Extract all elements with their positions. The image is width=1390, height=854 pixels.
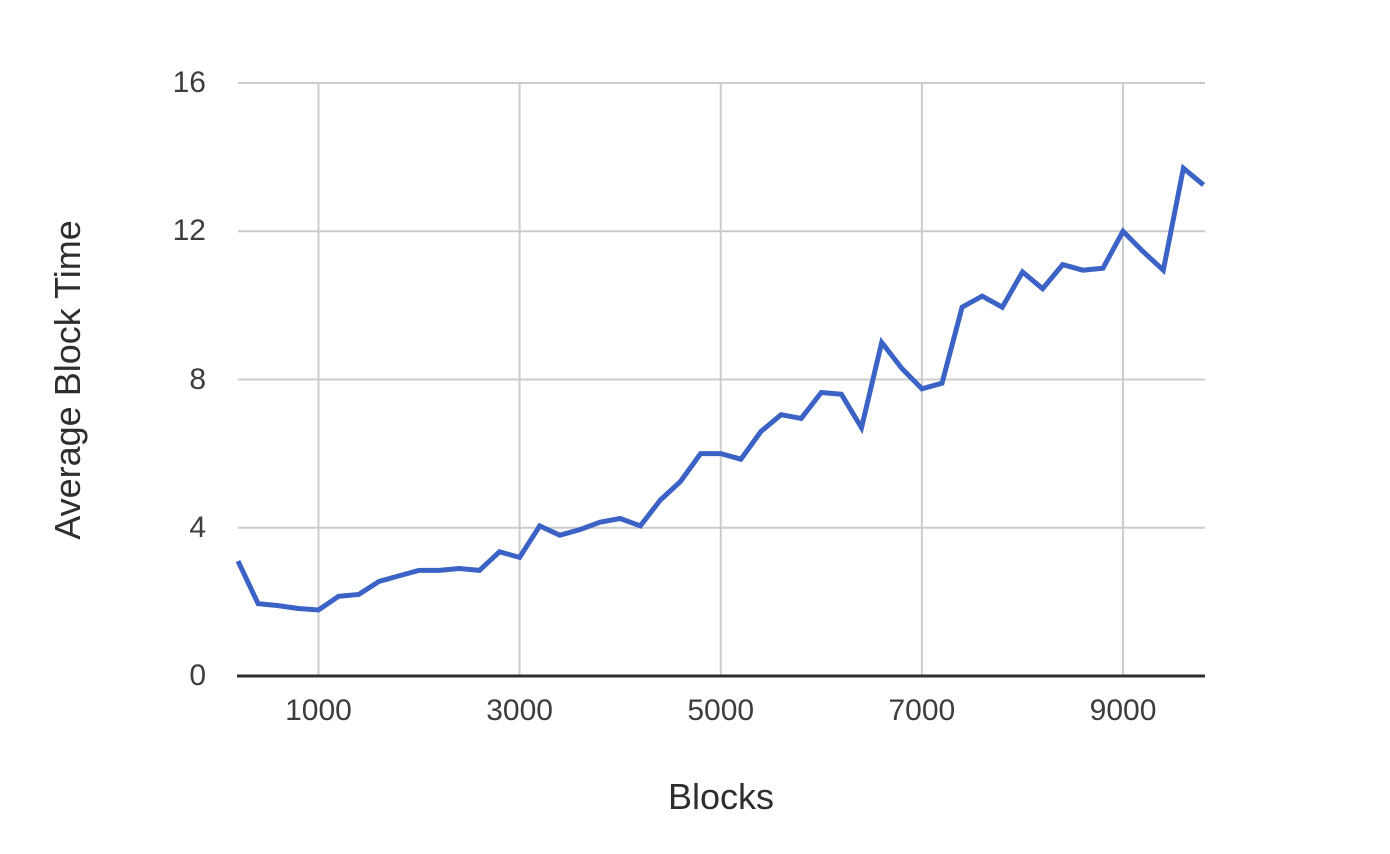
y-tick-label-8: 8: [189, 362, 206, 396]
y-tick-label-0: 0: [189, 659, 206, 692]
x-tick-label-7000: 7000: [888, 694, 956, 727]
y-axis-title: Average Block Time: [47, 220, 88, 540]
x-tick-label-1000: 1000: [285, 694, 352, 727]
y-tick-label-12: 12: [172, 214, 206, 248]
series-line-average-block-time: [235, 163, 1206, 613]
x-tick-label-3000: 3000: [486, 694, 553, 727]
x-axis-title: Blocks: [667, 776, 775, 817]
y-tick-label-16: 16: [172, 66, 206, 99]
x-tick-label-5000: 5000: [687, 694, 755, 727]
y-tick-label-4: 4: [189, 510, 206, 544]
x-tick-label-9000: 9000: [1089, 694, 1157, 727]
